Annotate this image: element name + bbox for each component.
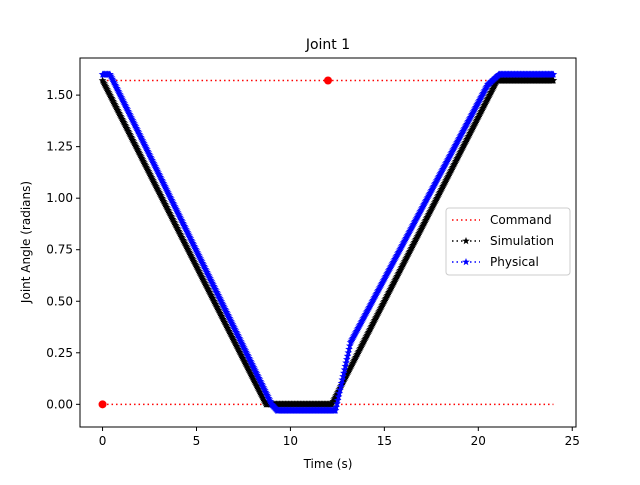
legend-marker <box>462 237 470 245</box>
data-point <box>342 355 351 363</box>
x-tick-label: 20 <box>471 434 486 448</box>
legend-label: Physical <box>490 255 539 269</box>
y-tick-label: 1.50 <box>46 88 73 102</box>
y-tick-label: 1.00 <box>46 191 73 205</box>
x-tick-label: 10 <box>283 434 298 448</box>
y-tick-label: 0.00 <box>46 397 73 411</box>
data-point <box>344 348 353 356</box>
legend-entry-simulation: Simulation <box>452 234 554 248</box>
x-axis-label: Time (s) <box>303 457 353 471</box>
data-point <box>333 399 341 407</box>
data-point <box>339 372 347 380</box>
data-point <box>549 70 558 78</box>
legend-entry-command: Command <box>452 213 552 227</box>
chart-title: Joint 1 <box>305 37 350 53</box>
x-tick-label: 25 <box>565 434 580 448</box>
data-point <box>345 341 354 350</box>
data-point <box>332 403 341 411</box>
data-point <box>341 362 350 370</box>
data-point <box>340 365 349 373</box>
series-simulation <box>98 76 558 408</box>
legend-marker <box>462 258 470 266</box>
data-point <box>331 406 340 414</box>
data-point <box>334 392 343 401</box>
series-physical <box>98 70 558 414</box>
plot-marks <box>98 70 558 414</box>
data-point <box>324 76 332 85</box>
y-axis-label: Joint Angle (radians) <box>19 181 33 304</box>
y-tick-label: 1.25 <box>46 140 73 154</box>
y-tick-label: 0.75 <box>46 243 73 257</box>
data-point <box>98 400 107 409</box>
legend: Command Simulation Physical <box>445 207 571 276</box>
data-point <box>336 386 344 394</box>
data-point <box>345 345 353 353</box>
x-tick-label: 5 <box>193 434 201 448</box>
axis-ticks: 0 5 10 15 20 25 0.00 0.25 0.50 0.75 1.00 1.25 1.50 <box>46 88 580 448</box>
data-point <box>342 358 350 367</box>
x-tick-label: 0 <box>99 434 107 448</box>
legend-entry-physical: Physical <box>452 255 539 269</box>
legend-label: Command <box>490 213 552 227</box>
data-point <box>343 352 352 360</box>
plot-frame <box>79 57 577 428</box>
data-point <box>339 369 348 377</box>
data-point <box>333 396 342 404</box>
legend-label: Simulation <box>490 234 554 248</box>
y-tick-label: 0.25 <box>46 346 73 360</box>
data-point <box>337 379 346 387</box>
x-tick-label: 15 <box>377 434 392 448</box>
y-tick-label: 0.50 <box>46 294 73 308</box>
data-point <box>338 375 347 384</box>
data-point <box>336 382 345 390</box>
data-point <box>335 389 344 397</box>
legend-box <box>445 207 571 276</box>
data-point <box>549 76 558 84</box>
